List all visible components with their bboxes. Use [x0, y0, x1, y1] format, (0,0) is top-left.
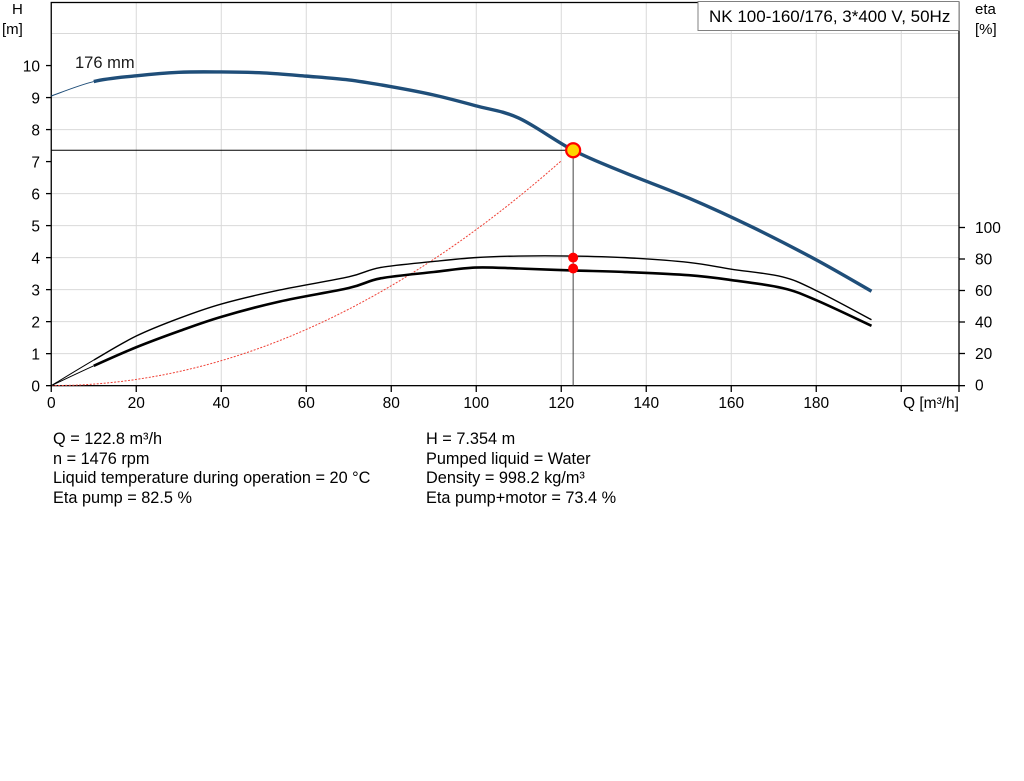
- svg-text:100: 100: [975, 220, 1001, 237]
- svg-text:9: 9: [31, 91, 40, 108]
- svg-text:H: H: [12, 1, 23, 18]
- svg-text:176 mm: 176 mm: [75, 54, 135, 72]
- svg-text:180: 180: [803, 395, 829, 412]
- svg-text:5: 5: [31, 219, 40, 236]
- svg-text:140: 140: [633, 395, 659, 412]
- svg-text:8: 8: [31, 123, 40, 140]
- svg-text:60: 60: [298, 395, 316, 412]
- svg-text:1: 1: [31, 347, 40, 364]
- svg-text:0: 0: [975, 378, 984, 395]
- svg-text:160: 160: [718, 395, 744, 412]
- svg-text:0: 0: [31, 379, 40, 396]
- svg-text:120: 120: [548, 395, 574, 412]
- svg-text:20: 20: [975, 346, 993, 363]
- svg-text:60: 60: [975, 283, 993, 300]
- svg-text:20: 20: [128, 395, 146, 412]
- svg-text:6: 6: [31, 187, 40, 204]
- svg-text:[%]: [%]: [975, 21, 997, 38]
- svg-text:40: 40: [975, 315, 993, 332]
- svg-text:10: 10: [23, 59, 41, 76]
- svg-text:NK 100-160/176, 3*400 V, 50Hz: NK 100-160/176, 3*400 V, 50Hz: [709, 7, 950, 26]
- svg-text:Q [m³/h]: Q [m³/h]: [903, 395, 959, 412]
- svg-text:80: 80: [975, 252, 993, 269]
- svg-text:[m]: [m]: [2, 21, 23, 38]
- svg-text:4: 4: [31, 251, 40, 268]
- svg-text:100: 100: [463, 395, 489, 412]
- svg-text:40: 40: [213, 395, 231, 412]
- svg-text:80: 80: [383, 395, 401, 412]
- svg-text:0: 0: [47, 395, 56, 412]
- svg-text:7: 7: [31, 155, 40, 172]
- svg-text:2: 2: [31, 315, 40, 332]
- svg-text:eta: eta: [975, 1, 997, 18]
- svg-text:3: 3: [31, 283, 40, 300]
